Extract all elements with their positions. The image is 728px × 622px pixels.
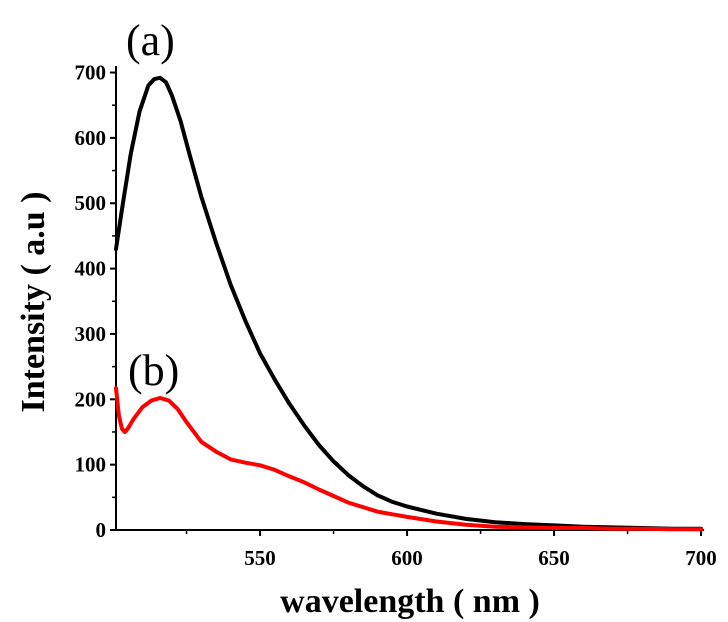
axes [115,66,704,531]
x-tick-label: 550 [244,546,276,570]
y-tick-label: 600 [75,126,107,150]
y-tick-label: 400 [75,257,107,281]
x-axis-title: wavelength ( nm ) [280,583,540,620]
y-tick-label: 300 [75,322,107,346]
y-tick-label: 100 [75,453,107,477]
x-tick-label: 600 [391,546,423,570]
x-tick-label: 700 [685,546,717,570]
series-line-a [114,75,704,531]
annotation-b: (b) [128,346,179,395]
y-tick-label: 200 [75,387,107,411]
x-tick-label: 650 [538,546,570,570]
y-tick-label: 500 [75,191,107,215]
series-layer [114,75,704,532]
y-tick-label: 700 [75,61,107,85]
y-tick-label: 0 [96,518,107,542]
y-axis-title: Intensity ( a.u ) [15,191,52,412]
series-line-b [114,386,704,532]
annotation-a: (a) [126,16,175,65]
y-ticks: 0 100 200 300 400 500 600 700 [75,61,116,542]
x-ticks: 550 600 650 700 [185,530,717,570]
